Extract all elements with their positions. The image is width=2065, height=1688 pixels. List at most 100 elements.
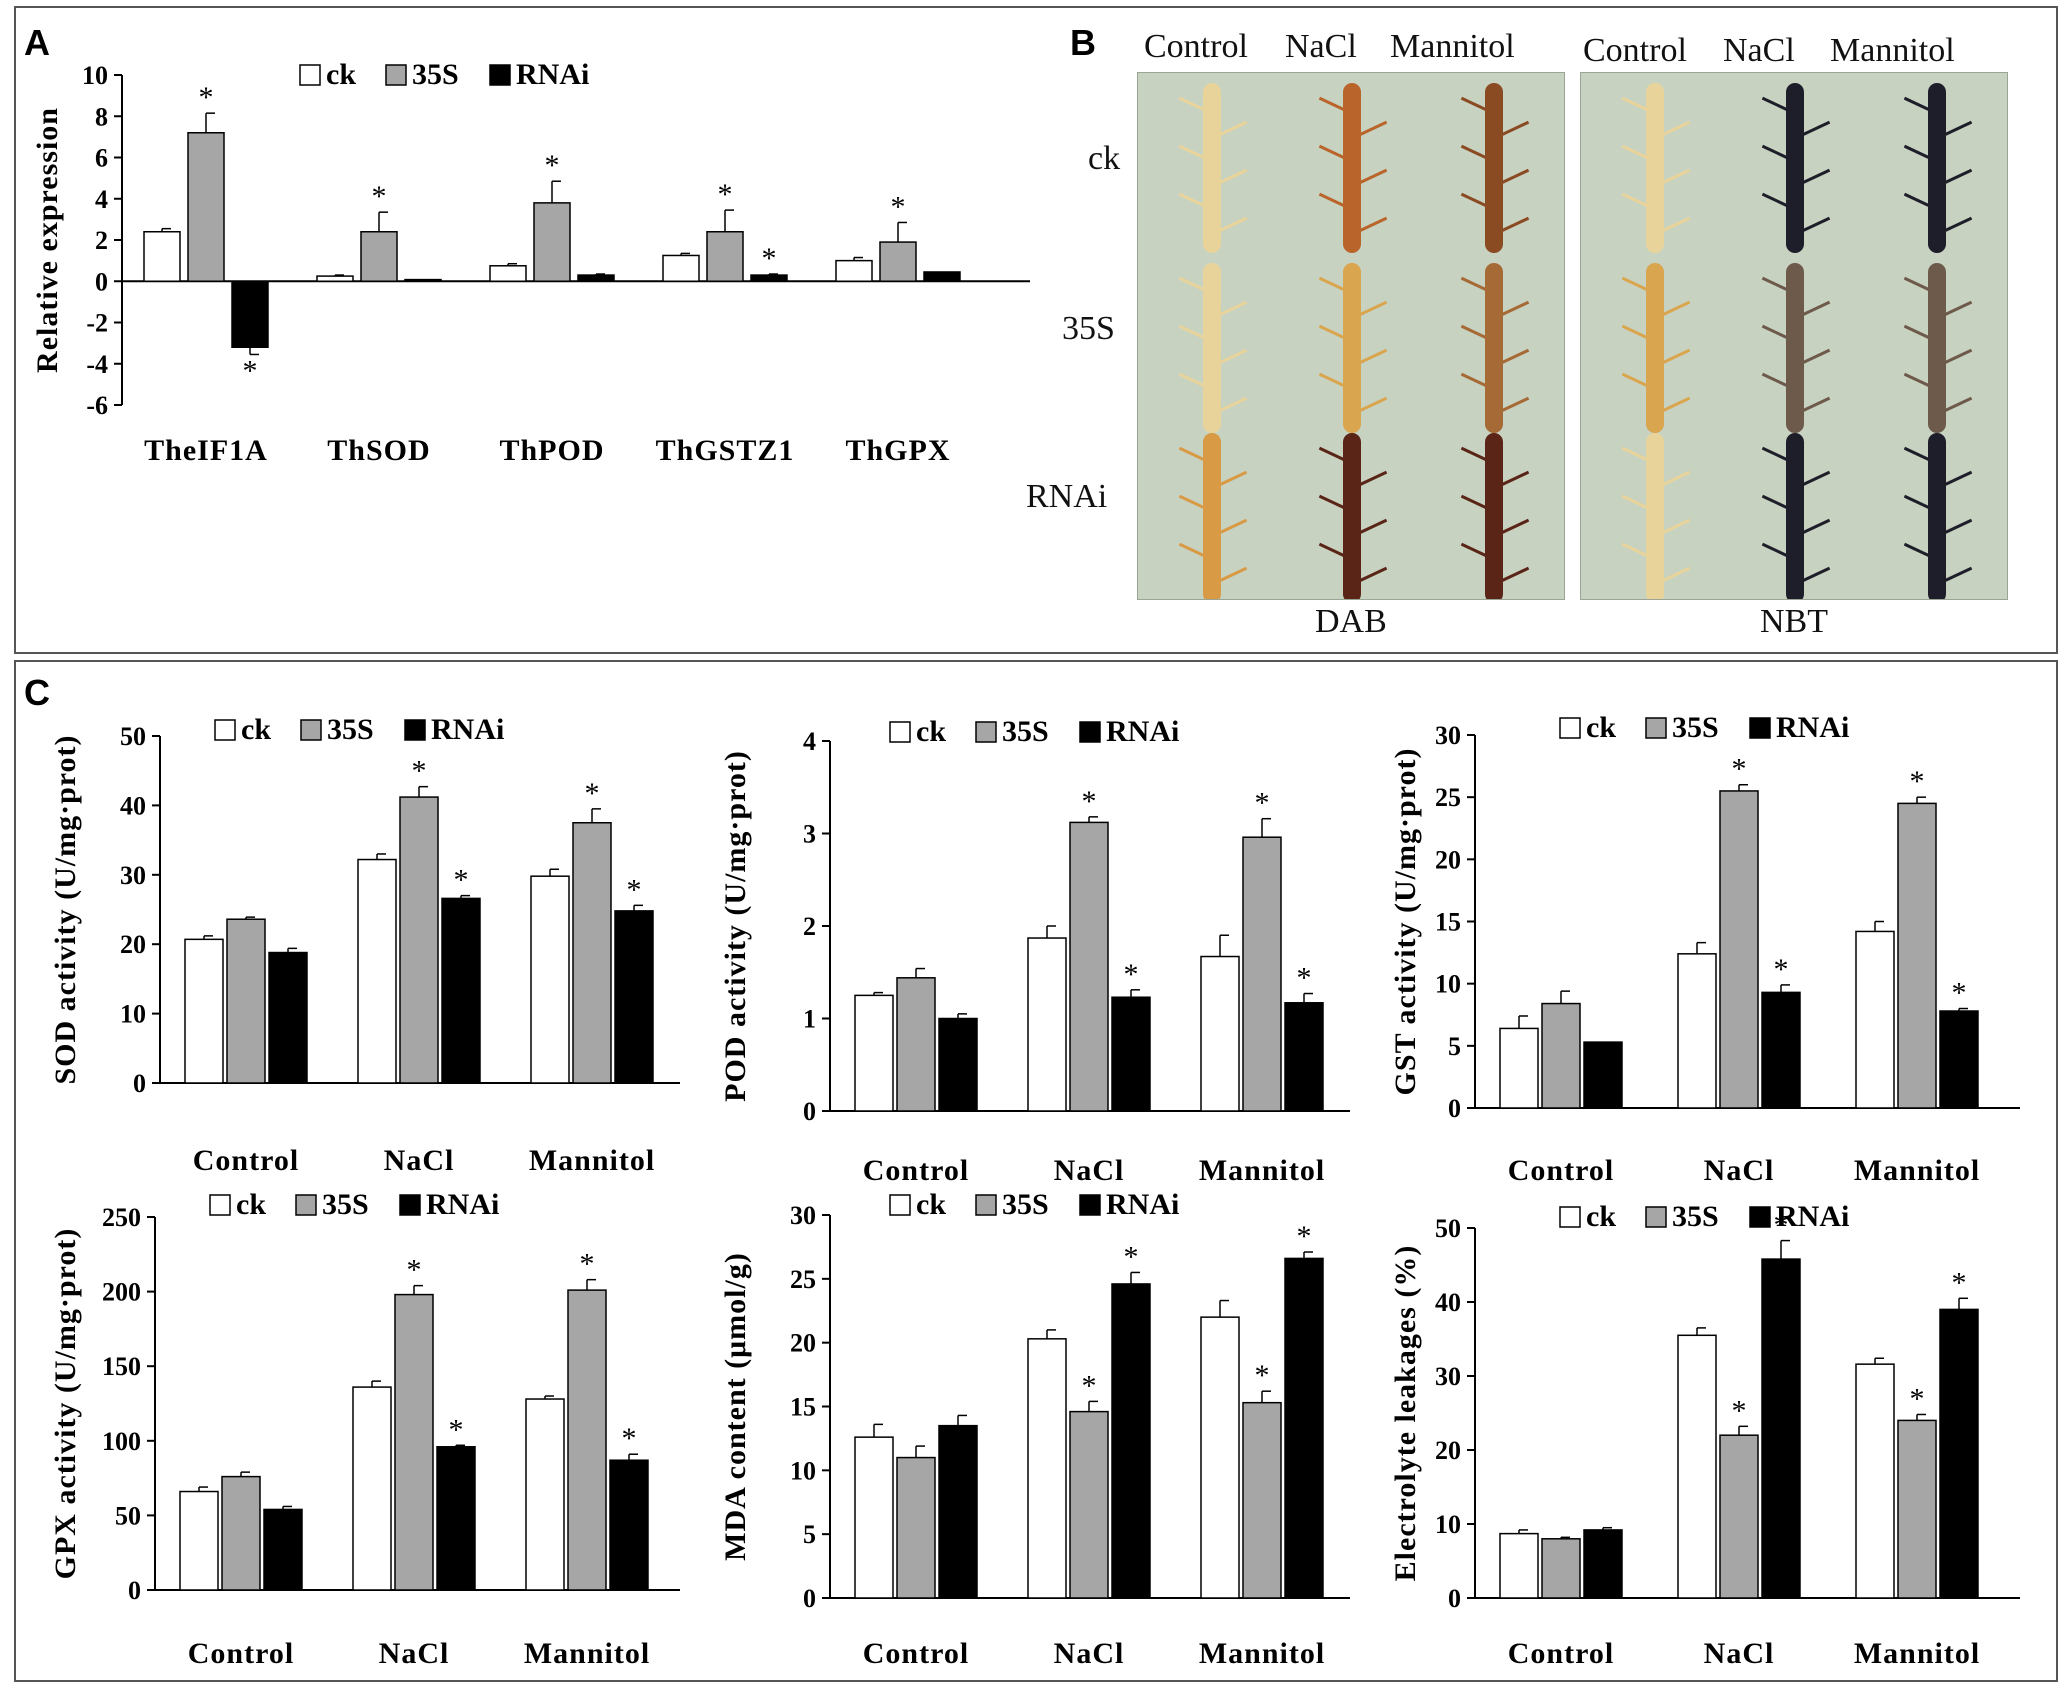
- c-gpx-bar-rnai-nacl: [436, 1446, 476, 1591]
- c-el-y-label: Electrolyte leakages (%): [1389, 1245, 1422, 1582]
- a-legend-label-35s: 35S: [412, 58, 459, 91]
- c-gst-significance-star: *: [1732, 753, 1747, 786]
- c-el-tick-label: 40: [1435, 1288, 1461, 1317]
- c-mda-bar-rnai-nacl: [1111, 1283, 1151, 1599]
- chart-gpx-activity: 250 200 150 100 50 0 GPX activity (U/mg·prot) C…: [49, 1188, 680, 1670]
- c-mda-significance-star: *: [1124, 1240, 1139, 1273]
- rootlet: [1943, 348, 1973, 365]
- c-pod-legend-swatch-35s: [975, 721, 997, 743]
- c-mda-bar-35s-mannitol: [1242, 1401, 1282, 1599]
- c-mda-significance-star: *: [1255, 1359, 1270, 1392]
- dab-col-header-control: Control: [1144, 28, 1248, 65]
- c-gpx-bar-ck-mannitol: [525, 1398, 565, 1591]
- c-gpx-tick-label: 150: [102, 1352, 141, 1381]
- a-bar-rnai-thgpx: [923, 271, 961, 282]
- panel-c-frame: [14, 660, 2058, 1682]
- c-mda-tick-label: 20: [790, 1329, 816, 1358]
- a-bar-ck-theif1a: [143, 231, 181, 282]
- rootlet: [1661, 348, 1691, 365]
- rootlet: [1218, 470, 1248, 487]
- dab-col-header-nacl: NaCl: [1285, 28, 1357, 65]
- c-sod-tick-label: 50: [120, 722, 146, 751]
- c-sod-legend-swatch-35s: [300, 719, 322, 741]
- c-mda-legend-swatch-rnai: [1079, 1194, 1101, 1216]
- root-nbt-rnai-nacl: [1786, 433, 1804, 599]
- c-mda-bar-ck-nacl: [1027, 1338, 1067, 1599]
- a-significance-star: *: [199, 81, 214, 114]
- c-el-bar-ck-control: [1499, 1532, 1539, 1599]
- c-pod-bar-rnai-nacl: [1111, 996, 1151, 1112]
- a-tick-label: 2: [95, 226, 108, 255]
- a-category-label: TheIF1A: [144, 434, 268, 467]
- a-bar-ck-thgpx: [835, 259, 873, 282]
- c-mda-bar-rnai-mannitol: [1284, 1257, 1324, 1599]
- c-pod-category-label: Mannitol: [1199, 1154, 1325, 1187]
- a-tick-label: 4: [95, 185, 108, 214]
- c-mda-bar-ck-mannitol: [1200, 1316, 1240, 1599]
- c-gst-legend-label-ck: ck: [1586, 711, 1616, 744]
- root-dab-ck-control: [1203, 83, 1221, 253]
- c-el-category-label: NaCl: [1704, 1637, 1775, 1670]
- rootlet: [1358, 396, 1388, 413]
- a-significance-star: *: [762, 242, 777, 275]
- c-gpx-bar-rnai-mannitol: [609, 1459, 649, 1591]
- c-mda-tick-label: 15: [790, 1393, 816, 1422]
- chart-electrolyte-leakage: 50 40 30 20 10 0 Electrolyte leakages (%) Contr…: [1389, 1200, 2020, 1670]
- c-el-bar-ck-nacl: [1677, 1334, 1717, 1599]
- c-pod-bar-35s-control: [896, 977, 936, 1112]
- c-sod-category-label: Control: [193, 1144, 299, 1177]
- c-sod-bar-ck-control: [184, 938, 224, 1084]
- rootlet: [1500, 120, 1530, 137]
- rootlet: [1218, 120, 1248, 137]
- c-mda-bar-ck-control: [854, 1436, 894, 1599]
- a-legend-swatch-rnai: [489, 64, 511, 86]
- c-sod-legend-label-ck: ck: [241, 713, 271, 746]
- c-gpx-bar-ck-control: [179, 1490, 219, 1591]
- rootlet: [1218, 566, 1248, 583]
- a-category-label: ThGPX: [845, 434, 950, 467]
- rootlet: [1358, 120, 1388, 137]
- c-gpx-legend-swatch-ck: [209, 1194, 231, 1216]
- dab-photo: [1137, 72, 1565, 600]
- c-gst-bar-35s-nacl: [1719, 790, 1759, 1109]
- c-gst-tick-label: 0: [1448, 1094, 1461, 1123]
- c-gst-tick-label: 25: [1435, 783, 1461, 812]
- c-sod-y-label: SOD activity (U/mg·prot): [49, 734, 82, 1084]
- c-gpx-significance-star: *: [449, 1413, 464, 1446]
- c-gst-category-label: NaCl: [1704, 1154, 1775, 1187]
- root-dab-35s-mannitol: [1485, 263, 1503, 433]
- rootlet: [1801, 518, 1831, 535]
- c-gst-bar-ck-mannitol: [1855, 930, 1895, 1109]
- c-pod-y-label: POD activity (U/mg·prot): [719, 750, 752, 1102]
- rootlet: [1801, 470, 1831, 487]
- c-gst-tick-label: 15: [1435, 908, 1461, 937]
- rootlet: [1358, 348, 1388, 365]
- c-mda-tick-label: 25: [790, 1265, 816, 1294]
- c-pod-bar-ck-mannitol: [1200, 955, 1240, 1112]
- a-tick-label: -2: [86, 309, 108, 338]
- c-mda-tick-label: 30: [790, 1201, 816, 1230]
- c-gpx-legend-swatch-rnai: [399, 1194, 421, 1216]
- c-sod-bar-35s-mannitol: [572, 822, 612, 1084]
- c-el-category-label: Control: [1508, 1637, 1614, 1670]
- row-label-rnai: RNAi: [1026, 478, 1108, 515]
- c-el-tick-label: 10: [1435, 1510, 1461, 1539]
- rootlet: [1358, 300, 1388, 317]
- c-gst-legend-label-35s: 35S: [1672, 711, 1719, 744]
- c-pod-tick-label: 0: [803, 1097, 816, 1126]
- c-gpx-category-label: Control: [188, 1637, 294, 1670]
- c-mda-tick-label: 5: [803, 1520, 816, 1549]
- root-dab-rnai-control: [1203, 433, 1221, 599]
- c-el-bar-rnai-control: [1583, 1529, 1623, 1599]
- c-gst-bar-rnai-nacl: [1761, 991, 1801, 1109]
- c-sod-category-label: Mannitol: [529, 1144, 655, 1177]
- c-el-category-label: Mannitol: [1854, 1637, 1980, 1670]
- c-el-bar-rnai-mannitol: [1939, 1308, 1979, 1599]
- c-sod-category-label: NaCl: [384, 1144, 455, 1177]
- rootlet: [1661, 168, 1691, 185]
- nbt-photo: [1580, 72, 2008, 600]
- dab-stain-label: DAB: [1315, 603, 1387, 640]
- c-mda-legend-swatch-35s: [975, 1194, 997, 1216]
- c-pod-bar-ck-control: [854, 994, 894, 1112]
- c-pod-bar-rnai-mannitol: [1284, 1002, 1324, 1112]
